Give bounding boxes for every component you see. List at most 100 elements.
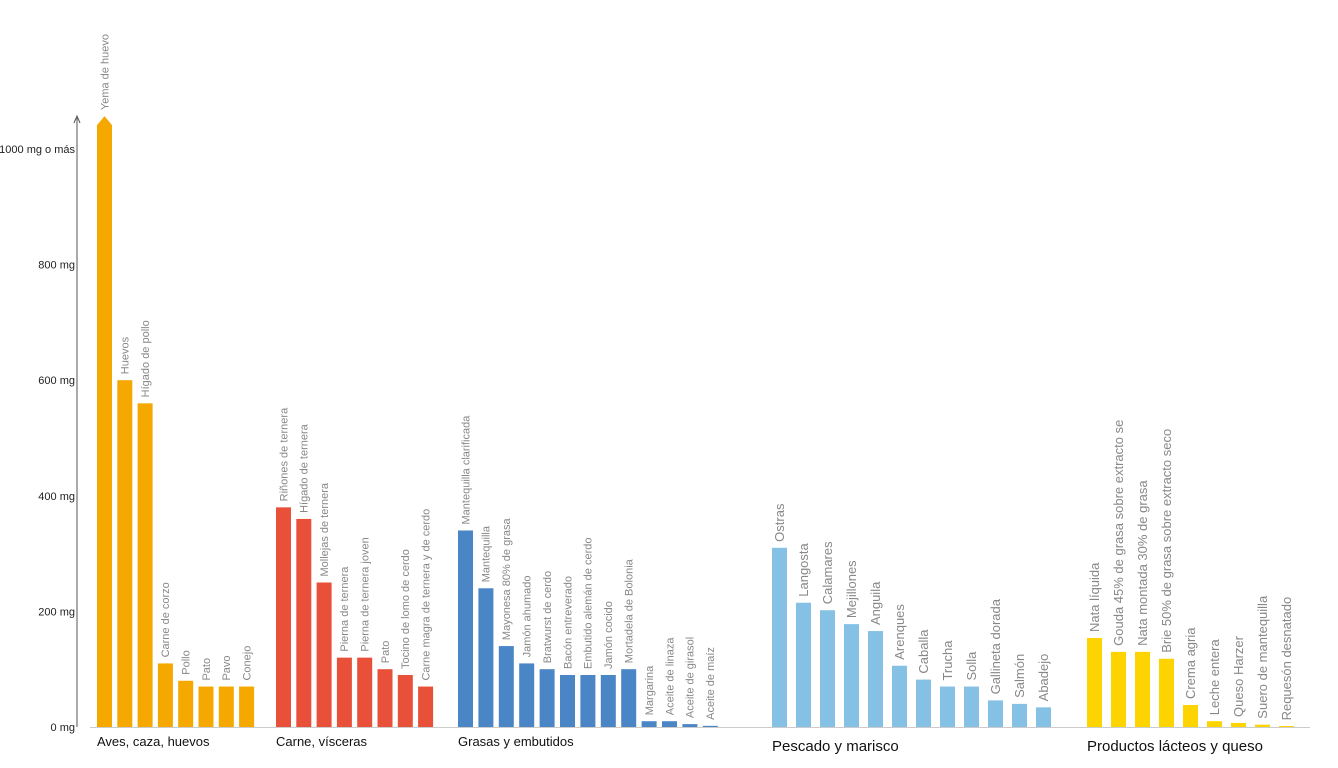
group-label: Pescado y marisco (772, 738, 899, 755)
bar-label: Pavo (221, 655, 233, 680)
bar (218, 686, 234, 727)
bar (621, 669, 637, 727)
bar (820, 610, 835, 727)
bar (868, 631, 883, 727)
bar-label: Mortadela de Bolonia (624, 558, 636, 663)
bar-label: Jamón ahumado (522, 575, 534, 657)
bar (458, 530, 473, 727)
bar (560, 674, 575, 727)
bar (539, 669, 555, 727)
bar-label: Huevos (120, 336, 132, 374)
bar (1087, 637, 1102, 727)
bar-label: Margarina (644, 665, 656, 715)
bar (239, 686, 255, 727)
y-axis: 0 mg 200 mg 400 mg 600 mg 800 mg 1000 mg o má… (0, 114, 1310, 734)
bar (336, 657, 352, 727)
bar-label: Carne de corzo (160, 582, 172, 657)
bar-label: Mayonesa 80% de grasa (501, 518, 513, 641)
bar-label: Solla (964, 651, 979, 681)
group-labels-layer: Aves, caza, huevos Carne, vísceras Grasas … (97, 734, 1263, 755)
bar (178, 680, 194, 727)
bar-label: Salmón (1012, 654, 1027, 698)
bar-label: Aceite de maíz (705, 647, 717, 720)
bar-label: Mantequilla clarificada (460, 415, 472, 525)
bar-label: Nata montada 30% de grasa (1135, 480, 1150, 646)
bar-label: Gallineta dorada (988, 598, 1003, 694)
bar (276, 507, 291, 727)
bar-label: Bacón entreverado (562, 576, 574, 669)
bar-label: Queso Harzer (1231, 635, 1246, 717)
bar (1183, 705, 1198, 727)
bar-label: Brie 50% de grasa sobre extracto seco (1159, 429, 1174, 653)
bar (772, 547, 787, 727)
bar-label: Mantequilla (481, 525, 493, 582)
bar (478, 588, 494, 727)
bar (988, 700, 1003, 727)
bar (1135, 651, 1150, 727)
bar (498, 646, 514, 727)
bar (117, 380, 133, 727)
group-label: Productos lácteos y queso (1087, 738, 1263, 755)
bar-label: Tocino de lomo de cerdo (400, 549, 412, 669)
bar (316, 582, 332, 727)
bar-label: Hígado de ternera (299, 423, 311, 513)
bar-label: Embutido alemán de cerdo (583, 538, 595, 669)
bar-label: Leche entera (1207, 639, 1222, 716)
bars-layer (97, 116, 1294, 728)
bar-label: Jamón cocido (603, 601, 615, 669)
bar (682, 724, 698, 727)
bar (916, 679, 931, 727)
bar-label: Yema de huevo (99, 34, 111, 110)
bar-label: Bratwurst de cerdo (542, 571, 554, 663)
bar (357, 657, 373, 727)
y-tick-label: 1000 mg o más (0, 144, 75, 156)
y-axis-arrow-icon (73, 114, 81, 124)
bar-label: Requesón desnatado (1279, 597, 1294, 721)
y-tick-label: 400 mg (38, 491, 75, 503)
bar (964, 686, 979, 727)
group-label: Aves, caza, huevos (97, 734, 210, 749)
bar-label: Arenques (892, 604, 907, 660)
group-label: Carne, vísceras (276, 734, 368, 749)
bar-label: Hígado de pollo (140, 320, 152, 397)
bar-label: Caballa (916, 629, 931, 674)
bar-label: Gouda 45% de grasa sobre extracto se (1111, 420, 1126, 646)
bar (296, 518, 312, 727)
bar (397, 674, 413, 727)
bar-label: Abadejo (1036, 654, 1051, 702)
bar (1012, 703, 1027, 727)
bar-label: Mollejas de ternera (319, 482, 331, 576)
bar (519, 663, 535, 727)
bar (796, 602, 811, 727)
bar-label: Suero de mantequilla (1255, 595, 1270, 719)
bar (1231, 722, 1246, 727)
y-tick-label: 200 mg (38, 606, 75, 618)
bar-label: Langosta (796, 542, 811, 596)
bar-label: Trucha (940, 640, 955, 681)
bar-label: Conejo (241, 646, 253, 681)
bar-label: Crema agria (1183, 627, 1198, 699)
bar-label: Nata líquida (1087, 562, 1102, 632)
y-tick-label: 600 mg (38, 375, 75, 387)
bar-label: Pato (201, 658, 213, 681)
bar (892, 665, 907, 727)
bar (1279, 726, 1294, 727)
bar (198, 686, 214, 727)
bar (1159, 658, 1174, 727)
bar (844, 624, 859, 727)
bar-label: Ostras (772, 503, 787, 542)
y-tick-label: 0 mg (51, 722, 75, 734)
bar-label: Pierna de ternera (339, 566, 351, 652)
bar-label: Carne magra de ternera y de cerdo (420, 509, 432, 681)
bar (641, 721, 657, 727)
bar (702, 725, 718, 727)
bar-label: Aceite de girasol (685, 637, 697, 718)
bar-label: Pollo (181, 650, 193, 674)
bar (97, 116, 112, 728)
bar (1255, 724, 1270, 727)
bar (940, 686, 955, 727)
bar-label: Anguila (868, 581, 883, 625)
bar (137, 403, 153, 727)
bar (580, 674, 596, 727)
